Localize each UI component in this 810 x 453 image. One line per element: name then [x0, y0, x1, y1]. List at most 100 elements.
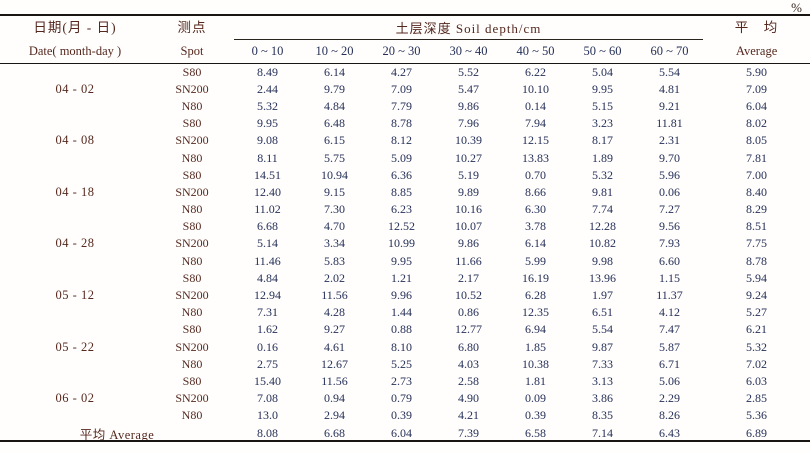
value-cell: 4.90 [458, 391, 479, 406]
value-cell: 5.32 [592, 167, 613, 182]
table-row: 05 - 12 S80 4.84 2.02 1.21 2.17 16.19 13.96 1.15… [0, 270, 810, 302]
value-cell: 7.08 [257, 391, 278, 406]
spot-cell: SN200 [175, 81, 209, 96]
header-average-zh: 平 均 [734, 20, 779, 35]
value-cell: 6.22 [525, 64, 546, 79]
value-cell: 1.85 [525, 339, 546, 354]
table-row: N80 11.46 5.83 9.95 11.66 5.99 9.98 6.60 8.78 [0, 253, 810, 270]
table-row: SN200 12.40 9.15 8.85 9.89 8.66 9.81 0.06 8.40 [0, 184, 810, 201]
footer-value-cell: 6.43 [659, 426, 681, 441]
value-cell: 10.38 [522, 356, 549, 371]
table-row: SN200 5.14 3.34 10.99 9.86 6.14 10.82 7.93 7.75 [0, 235, 810, 252]
avg-cell: 7.00 [746, 167, 768, 182]
date-cell: 05 - 12 [55, 288, 95, 303]
value-cell: 0.09 [525, 391, 546, 406]
value-cell: 10.10 [522, 81, 549, 96]
value-cell: 2.02 [324, 270, 345, 285]
value-cell: 9.15 [324, 184, 345, 199]
value-cell: 10.07 [455, 219, 482, 234]
value-cell: 4.84 [324, 98, 345, 113]
value-cell: 5.96 [659, 167, 681, 182]
table-bottom-rule [0, 440, 810, 442]
value-cell: 12.67 [321, 356, 348, 371]
date-cell: 04 - 08 [55, 133, 95, 148]
value-cell: 11.37 [656, 288, 683, 303]
value-cell: 7.31 [257, 305, 278, 320]
value-cell: 8.85 [391, 184, 412, 199]
value-cell: 7.79 [391, 98, 412, 113]
table-row: N80 8.11 5.75 5.09 10.27 13.83 1.89 9.70 7.81 [0, 149, 810, 166]
value-cell: 5.47 [458, 81, 479, 96]
value-cell: 12.77 [455, 322, 482, 337]
value-cell: 7.27 [659, 202, 681, 217]
value-cell: 12.52 [388, 219, 415, 234]
value-cell: 7.09 [391, 81, 412, 96]
value-cell: 5.15 [592, 98, 613, 113]
value-cell: 1.81 [525, 373, 546, 388]
value-cell: 11.66 [455, 253, 482, 268]
value-cell: 2.58 [458, 373, 479, 388]
value-cell: 1.15 [659, 270, 681, 285]
value-cell: 6.48 [324, 116, 345, 131]
table-row: N80 7.31 4.28 1.44 0.86 12.35 6.51 4.12 5.27 [0, 304, 810, 321]
value-cell: 10.39 [455, 133, 482, 148]
value-cell: 7.93 [659, 236, 681, 251]
avg-cell: 6.03 [746, 373, 768, 388]
date-cell: 04 - 02 [55, 82, 95, 97]
table-header: 日期(月 - 日) Date( month-day ) 测点 Spot 土层深度… [0, 15, 810, 64]
value-cell: 0.16 [257, 339, 278, 354]
spot-cell: S80 [182, 116, 202, 131]
table-row: SN200 2.44 9.79 7.09 5.47 10.10 9.95 4.81 7.09 [0, 81, 810, 98]
table-row: 06 - 02 S80 15.40 11.56 2.73 2.58 1.81 3.13 5.06… [0, 373, 810, 405]
header-depth-10-20: 10 ~ 20 [315, 44, 354, 59]
table-body: 04 - 02 S80 8.49 6.14 4.27 5.52 6.22 5.04 5.54 5.… [0, 64, 810, 444]
header-date: 日期(月 - 日) Date( month-day ) [0, 15, 150, 64]
table-row: SN200 9.08 6.15 8.12 10.39 12.15 8.17 2.31 8.05 [0, 132, 810, 149]
value-cell: 4.84 [257, 270, 278, 285]
date-cell: 04 - 28 [55, 236, 95, 251]
value-cell: 5.52 [458, 64, 479, 79]
value-cell: 5.14 [257, 236, 278, 251]
footer-value-cell: 8.08 [257, 426, 278, 441]
value-cell: 2.44 [257, 81, 278, 96]
value-cell: 9.95 [592, 81, 613, 96]
value-cell: 7.33 [592, 356, 613, 371]
spot-cell: N80 [181, 98, 203, 113]
value-cell: 9.27 [324, 322, 345, 337]
avg-cell: 7.09 [746, 81, 768, 96]
value-cell: 2.75 [257, 356, 278, 371]
avg-cell: 6.21 [746, 322, 768, 337]
value-cell: 0.94 [324, 391, 345, 406]
value-cell: 4.12 [659, 305, 681, 320]
header-depth-20-30: 20 ~ 30 [382, 44, 421, 59]
value-cell: 5.99 [525, 253, 546, 268]
value-cell: 9.70 [659, 150, 681, 165]
value-cell: 8.10 [391, 339, 412, 354]
value-cell: 3.23 [592, 116, 613, 131]
value-cell: 4.81 [659, 81, 681, 96]
value-cell: 15.40 [254, 373, 281, 388]
avg-cell: 7.75 [746, 236, 768, 251]
value-cell: 9.89 [458, 184, 479, 199]
value-cell: 0.06 [659, 184, 681, 199]
value-cell: 5.04 [592, 64, 613, 79]
header-average: 平 均 Average [703, 15, 810, 64]
value-cell: 6.36 [391, 167, 412, 182]
spot-cell: N80 [181, 253, 203, 268]
value-cell: 13.96 [589, 270, 616, 285]
footer-value-cell: 7.14 [592, 426, 613, 441]
value-cell: 14.51 [254, 167, 281, 182]
value-cell: 7.74 [592, 202, 613, 217]
table-row: 04 - 02 S80 8.49 6.14 4.27 5.52 6.22 5.04 5.54 5.… [0, 64, 810, 96]
avg-cell: 6.04 [746, 98, 768, 113]
value-cell: 6.14 [525, 236, 546, 251]
avg-cell: 5.36 [746, 408, 768, 423]
avg-cell: 9.24 [746, 288, 768, 303]
value-cell: 13.0 [257, 408, 278, 423]
value-cell: 6.14 [324, 64, 345, 79]
table-row: 04 - 08 S80 9.95 6.48 8.78 7.96 7.94 3.23 11.81 8… [0, 115, 810, 147]
avg-cell: 8.05 [746, 133, 768, 148]
value-cell: 8.12 [391, 133, 412, 148]
value-cell: 9.96 [391, 288, 412, 303]
spot-cell: N80 [181, 305, 203, 320]
